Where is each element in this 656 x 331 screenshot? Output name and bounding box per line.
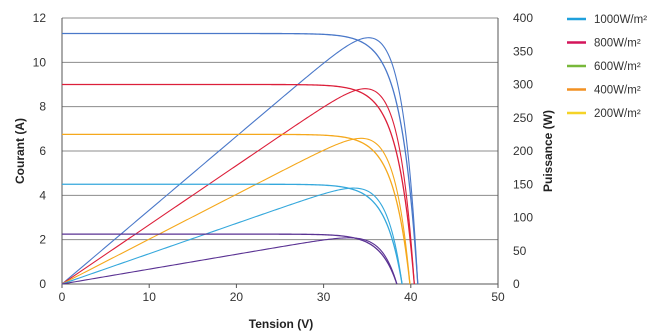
x-tick-label: 40 — [404, 290, 418, 304]
axes — [61, 18, 499, 288]
legend-label: 1000W/m² — [594, 14, 647, 26]
series-4 — [61, 183, 403, 285]
legend-label: 200W/m² — [594, 108, 641, 120]
iv-curve — [62, 183, 403, 285]
x-axis-label: Tension (V) — [249, 317, 313, 331]
x-tick-label: 10 — [143, 290, 157, 304]
series-2 — [61, 83, 415, 285]
y-tick-label: 10 — [33, 55, 47, 69]
gridlines — [62, 17, 498, 241]
x-tick-label: 50 — [491, 290, 505, 304]
legend-item: 200W/m² — [567, 108, 641, 120]
y-tick-label: 8 — [39, 100, 46, 114]
power-curve — [61, 187, 403, 285]
y2-tick-label: 50 — [513, 244, 527, 258]
iv-curve — [62, 233, 398, 285]
series-1 — [61, 32, 419, 285]
y-axis-label: Courant (A) — [13, 118, 27, 184]
y2-tick-label: 0 — [513, 277, 520, 291]
y-tick-label: 6 — [39, 144, 46, 158]
tick-labels: 0 10 20 30 40 50 0 2 4 6 8 10 12 0 50 100 150 200 250 300 35… — [33, 11, 534, 304]
y-tick-label: 0 — [39, 277, 46, 291]
y2-tick-label: 400 — [513, 11, 533, 25]
y2-tick-label: 200 — [513, 144, 533, 158]
x-tick-label: 20 — [230, 290, 244, 304]
x-tick-label: 30 — [317, 290, 331, 304]
power-curve — [61, 37, 419, 285]
power-curve — [61, 88, 415, 285]
iv-curve — [62, 133, 411, 285]
y2-tick-label: 300 — [513, 78, 533, 92]
x-tick-label: 0 — [59, 290, 66, 304]
y-tick-label: 12 — [33, 11, 47, 25]
legend: 1000W/m² 800W/m² 600W/m² 400W/m² 200W/m² — [567, 14, 647, 120]
power-curve — [61, 137, 411, 285]
y2-tick-label: 150 — [513, 177, 533, 191]
y2-tick-label: 350 — [513, 44, 533, 58]
legend-item: 400W/m² — [567, 85, 641, 97]
y2-axis-label: Puissance (W) — [541, 110, 555, 192]
legend-item: 800W/m² — [567, 38, 641, 50]
series-5 — [61, 233, 398, 285]
y2-tick-label: 250 — [513, 111, 533, 125]
series-3 — [61, 133, 411, 285]
legend-item: 600W/m² — [567, 61, 641, 73]
power-curve — [61, 237, 398, 285]
y-tick-label: 4 — [39, 188, 46, 202]
legend-item: 1000W/m² — [567, 14, 647, 26]
y2-tick-label: 100 — [513, 211, 533, 225]
series-group — [61, 32, 419, 285]
legend-label: 400W/m² — [594, 85, 641, 97]
legend-label: 600W/m² — [594, 61, 641, 73]
y-tick-label: 2 — [39, 233, 46, 247]
iv-curve — [62, 32, 419, 285]
legend-label: 800W/m² — [594, 38, 641, 50]
